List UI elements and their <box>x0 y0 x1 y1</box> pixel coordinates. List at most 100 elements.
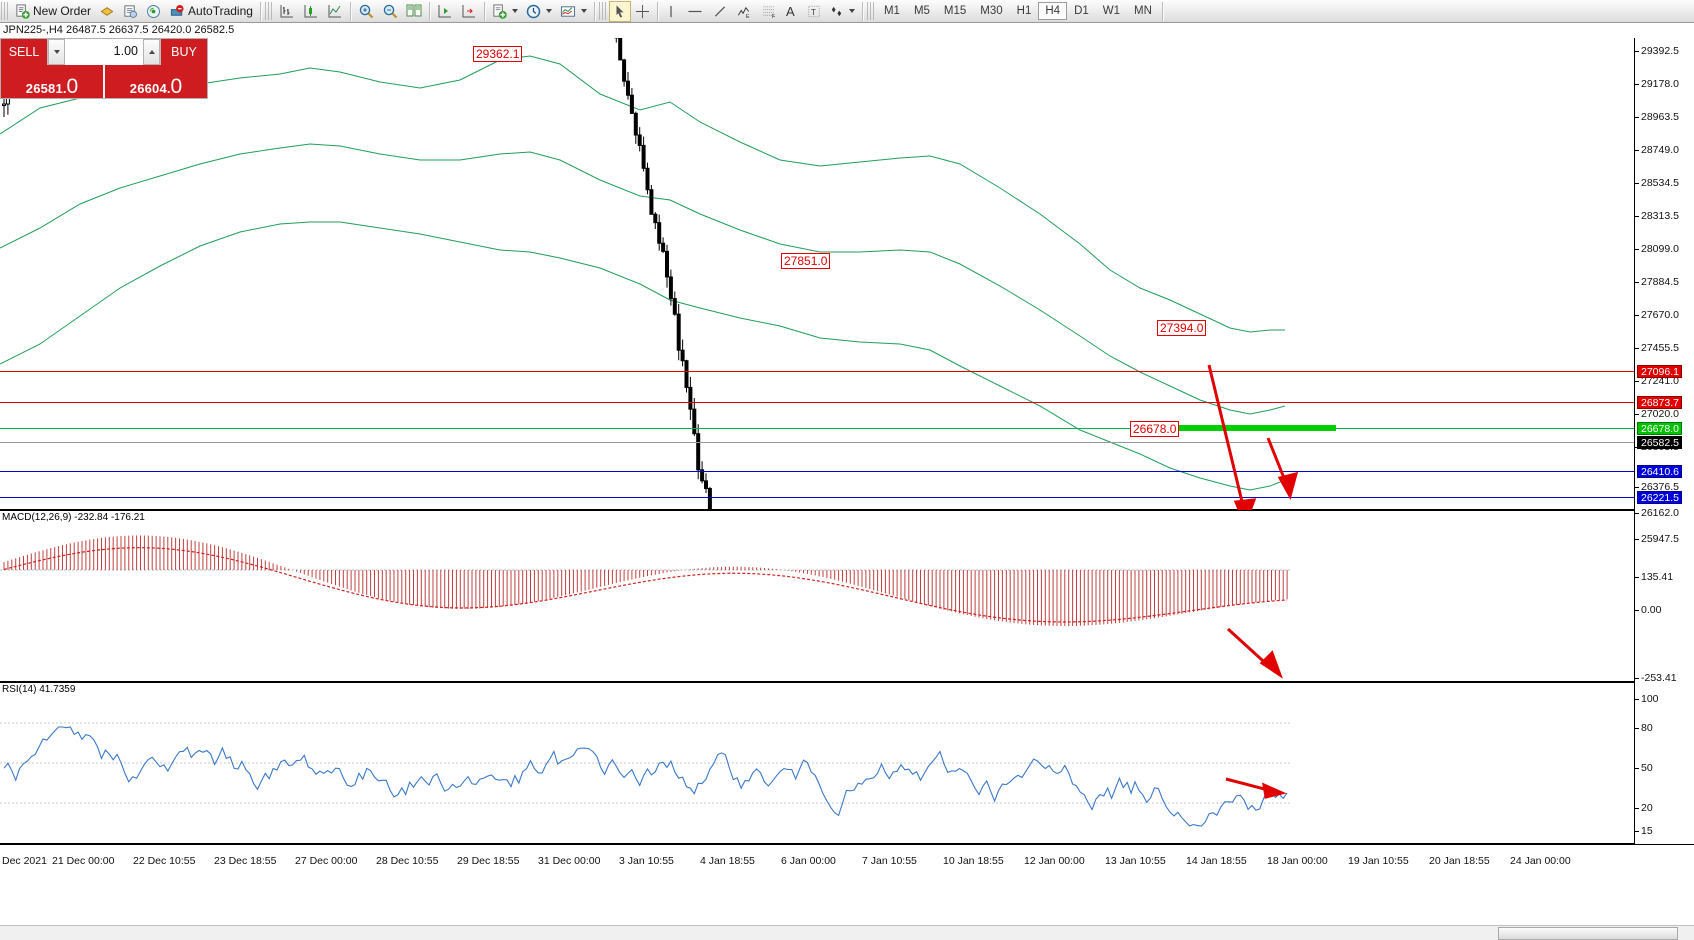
text-label-button[interactable]: T <box>803 1 825 22</box>
time-axis[interactable]: Dec 2021 21 Dec 00:00 22 Dec 10:55 23 De… <box>0 844 1694 940</box>
time-label: 7 Jan 10:55 <box>862 855 917 867</box>
shapes-chevron-down-icon[interactable] <box>848 9 855 13</box>
price-label-resistance-2[interactable]: 26873.7 <box>1637 396 1682 409</box>
annotation-support[interactable]: 26678.0 <box>1130 421 1180 437</box>
resistance-line-2[interactable] <box>0 402 1634 403</box>
horizontal-scrollbar[interactable] <box>0 925 1694 940</box>
indicators-chevron-down-icon[interactable] <box>511 9 518 13</box>
chart-shift-button[interactable] <box>457 1 481 22</box>
price-tick: 27455.5 <box>1635 342 1679 354</box>
macd-pane[interactable]: MACD(12,26,9) -232.84 -176.21 <box>0 510 1634 682</box>
time-label: 24 Jan 00:00 <box>1510 855 1571 867</box>
vertical-line-button[interactable] <box>661 1 682 22</box>
volume-increase-button[interactable] <box>143 39 160 65</box>
timeframe-w1[interactable]: W1 <box>1102 5 1121 17</box>
support-zone-marker[interactable] <box>1168 425 1336 431</box>
one-click-trading-panel[interactable]: SELL 1.00 BUY 26581 . 0 26604 . 0 <box>0 38 208 99</box>
timeframe-h4[interactable]: H4 <box>1038 2 1068 20</box>
periods-chevron-down-icon[interactable] <box>545 9 552 13</box>
indicators-button[interactable] <box>488 1 522 22</box>
toolbar-grip-3[interactable] <box>598 2 606 20</box>
tile-windows-button[interactable] <box>402 1 426 22</box>
annotation-swing-high[interactable]: 29362.1 <box>473 46 523 62</box>
pending-order-line-2[interactable] <box>0 497 1634 498</box>
time-label: 4 Jan 18:55 <box>700 855 755 867</box>
rsi-tick: 100 <box>1635 693 1659 705</box>
fibonacci-button[interactable]: F <box>757 1 782 22</box>
volume-decrease-button[interactable] <box>48 39 65 65</box>
price-axis[interactable]: 29392.5 29178.0 28963.5 28749.0 28534.5 … <box>1634 38 1694 844</box>
sell-price-last-digit: 0 <box>66 75 79 98</box>
elliott-wave-icon: E <box>737 6 750 19</box>
timeframe-m30[interactable]: M30 <box>980 5 1003 17</box>
autotrading-button[interactable]: AutoTrading <box>165 1 257 22</box>
crosshair-button[interactable] <box>631 1 654 22</box>
price-label-pending-2[interactable]: 26221.5 <box>1637 491 1682 504</box>
scrollbar-thumb[interactable] <box>1498 927 1678 940</box>
auto-scroll-button[interactable] <box>433 1 457 22</box>
signals-button[interactable] <box>142 1 165 22</box>
elliott-wave-button[interactable]: E <box>732 1 757 22</box>
pending-order-line-1[interactable] <box>0 471 1634 472</box>
annotation-lower-high[interactable]: 27394.0 <box>1157 320 1207 336</box>
toolbar-grip[interactable] <box>1 2 8 20</box>
rsi-tick: 15 <box>1635 825 1653 837</box>
price-label-pending-1[interactable]: 26410.6 <box>1637 465 1682 478</box>
timeframe-mn[interactable]: MN <box>1134 5 1152 17</box>
text-button[interactable]: A <box>782 1 803 22</box>
toolbar-separator-6 <box>656 1 658 21</box>
support-line[interactable] <box>0 428 1634 429</box>
new-order-button[interactable]: New Order <box>11 1 95 22</box>
time-label: 20 Jan 18:55 <box>1429 855 1490 867</box>
volume-input[interactable]: 1.00 <box>65 39 143 65</box>
timeframe-m5[interactable]: M5 <box>913 5 930 17</box>
price-label-support[interactable]: 26678.0 <box>1637 422 1682 435</box>
templates-button[interactable] <box>556 1 591 22</box>
data-window-button[interactable] <box>119 1 142 22</box>
toolbar-separator-3 <box>428 1 430 21</box>
rsi-pane[interactable]: RSI(14) 41.7359 <box>0 682 1634 844</box>
shapes-button[interactable] <box>825 1 859 22</box>
expert-advisor-button[interactable] <box>95 1 119 22</box>
toolbar-grip-2[interactable] <box>264 2 272 20</box>
time-label: 12 Jan 00:00 <box>1024 855 1085 867</box>
timeframe-h1[interactable]: H1 <box>1016 5 1032 17</box>
bar-chart-button[interactable] <box>275 1 299 22</box>
zoom-in-button[interactable] <box>354 1 378 22</box>
clock-icon <box>526 4 541 18</box>
sell-button[interactable]: SELL <box>1 39 47 65</box>
new-order-label: New Order <box>33 4 92 18</box>
toolbar-grip-4[interactable] <box>866 2 874 20</box>
timeframe-m15[interactable]: M15 <box>943 5 967 17</box>
templates-chevron-down-icon[interactable] <box>580 9 587 13</box>
new-order-icon <box>16 3 30 19</box>
macd-tick: -253.41 <box>1635 672 1677 684</box>
time-label: 27 Dec 00:00 <box>295 855 358 867</box>
price-label-resistance-1[interactable]: 27096.1 <box>1637 365 1682 378</box>
horizontal-line-button[interactable] <box>682 1 708 22</box>
resistance-line-1[interactable] <box>0 371 1634 372</box>
periods-button[interactable] <box>522 1 556 22</box>
annotation-mid-level[interactable]: 27851.0 <box>781 253 831 269</box>
main-price-pane[interactable]: 29362.1 27851.0 27394.0 26678.0 26006.3 <box>0 38 1634 530</box>
volume-stepper[interactable]: 1.00 <box>47 39 161 65</box>
timeframe-m1[interactable]: M1 <box>883 5 900 17</box>
cursor-button[interactable] <box>608 0 631 22</box>
price-tick: 27884.5 <box>1635 276 1679 288</box>
timeframe-d1[interactable]: D1 <box>1074 5 1089 17</box>
zoom-out-button[interactable] <box>378 1 402 22</box>
buy-button[interactable]: BUY <box>161 39 207 65</box>
sell-price-display[interactable]: 26581 . 0 <box>1 65 103 98</box>
price-tick: 28963.5 <box>1635 111 1679 123</box>
buy-price-display[interactable]: 26604 . 0 <box>105 65 207 98</box>
rsi-tick: 20 <box>1635 802 1653 814</box>
chart-area[interactable]: 29362.1 27851.0 27394.0 26678.0 26006.3 … <box>0 38 1694 940</box>
candlestick-chart-button[interactable] <box>299 1 323 22</box>
line-chart-button[interactable] <box>323 1 347 22</box>
cursor-icon <box>616 4 624 18</box>
templates-icon <box>560 5 575 17</box>
rsi-tick: 80 <box>1635 722 1653 734</box>
trendline-button[interactable] <box>708 1 732 22</box>
rsi-svg <box>0 722 1290 827</box>
time-label: 23 Dec 18:55 <box>214 855 277 867</box>
